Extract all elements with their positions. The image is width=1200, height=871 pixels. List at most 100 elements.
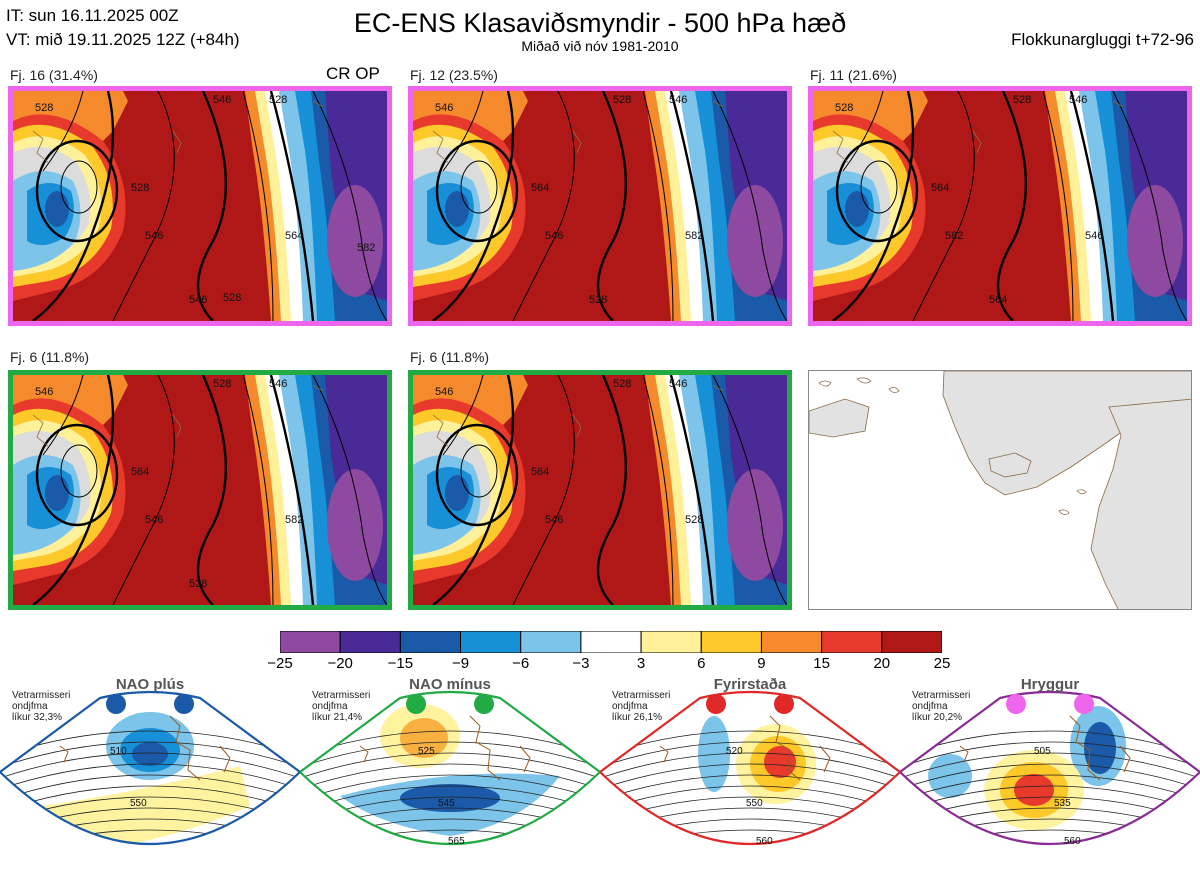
regime-contour-label: 550 — [130, 798, 147, 809]
colorbar-swatch — [881, 630, 943, 654]
regime-contour-label: 560 — [1064, 836, 1081, 847]
contour-label: 528 — [269, 94, 287, 106]
colorbar-swatch — [279, 630, 341, 654]
colorbar-swatch — [821, 630, 883, 654]
regime-contour-label: 545 — [438, 798, 455, 809]
regime-frame — [600, 690, 900, 846]
control-operational-tag: CR OP — [326, 64, 380, 83]
contour-label: 546 — [145, 230, 163, 242]
colorbar-tick-label: −20 — [327, 655, 353, 672]
colorbar-tick-label: 20 — [873, 655, 891, 672]
regime-info: Vetrarmisseri ondjfma líkur 20,2% — [912, 690, 971, 723]
contour-label: 564 — [931, 182, 949, 194]
cluster-map-4: 546 528 546 564 546 582 528 — [8, 370, 392, 610]
regime-info: Vetrarmisseri ondjfma líkur 26,1% — [612, 690, 671, 723]
contour-label: 528 — [835, 102, 853, 114]
regime-contour-label: 565 — [448, 836, 465, 847]
regime-map: 505 535 560 — [900, 690, 1200, 847]
contour-label: 528 — [589, 294, 607, 306]
cluster-map-3: 528 528 546 564 582 546 564 — [808, 86, 1192, 326]
regime-map: 520 550 560 — [600, 690, 900, 847]
colorbar-tick-label: 15 — [813, 655, 830, 672]
contour-label: 546 — [669, 378, 687, 390]
contour-label: 528 — [213, 378, 231, 390]
regime-contour-label: 535 — [1054, 798, 1071, 809]
contour-label: 546 — [35, 386, 53, 398]
regime-contour-label: 525 — [418, 746, 435, 757]
colorbar-swatch — [640, 630, 702, 654]
contour-label: 546 — [545, 514, 563, 526]
contour-label: 546 — [1085, 230, 1103, 242]
regime-blocking: 520 550 560 Fyrirstaða Vetrarmisseri ondjfma l… — [600, 676, 900, 871]
contour-label: 546 — [213, 94, 231, 106]
regime-dot-left — [106, 694, 126, 714]
regime-title: NAO plús — [115, 676, 185, 693]
colorbar-tick-label: −9 — [451, 655, 470, 672]
regime-title: Fyrirstaða — [713, 676, 787, 693]
contour-label: 582 — [685, 230, 703, 242]
contour-label: 528 — [35, 102, 53, 114]
east-landmass — [1090, 398, 1191, 609]
base-map — [808, 370, 1192, 610]
colorbar-tick-label: 6 — [697, 655, 706, 672]
colorbar-swatch — [700, 630, 762, 654]
regime-contour-label: 505 — [1034, 746, 1051, 757]
regime-frame — [0, 690, 300, 846]
contour-label: 546 — [545, 230, 563, 242]
contour-label: 546 — [669, 94, 687, 106]
contour-label: 564 — [131, 466, 149, 478]
regime-contour-label: 550 — [746, 798, 763, 809]
contour-label: 546 — [189, 294, 207, 306]
colorbar-tick-label: −25 — [267, 655, 293, 672]
contour-label: 582 — [945, 230, 963, 242]
regime-nao-plus: 510 550 NAO plús Vetrarmisseri ondjfma líkur … — [0, 676, 300, 871]
regime-map: 525 545 565 — [300, 690, 600, 847]
iceland-landmass — [988, 452, 1032, 478]
colorbar-tick-label: 9 — [757, 655, 766, 672]
climatology-subtitle: Miðað við nóv 1981-2010 — [521, 38, 679, 54]
regime-frame — [300, 690, 600, 846]
colorbar — [279, 630, 943, 654]
contour-label: 564 — [531, 182, 549, 194]
cluster-label-3: Fj. 11 (21.6%) — [810, 67, 897, 83]
classification-window: Flokkunargluggi t+72-96 — [1011, 30, 1194, 49]
page-title: EC-ENS Klasaviðsmyndir - 500 hPa hæð — [353, 8, 847, 38]
colorbar-tick-label: 3 — [636, 655, 646, 672]
contour-label: 528 — [223, 292, 241, 304]
contour-label: 546 — [435, 386, 453, 398]
cluster-map-1: 528 546 528 528 546 564 546 582 528 — [8, 86, 392, 326]
contour-label: 546 — [435, 102, 453, 114]
regime-nao-minus: 525 545 565 NAO mínus Vetrarmisseri ondjfma lí… — [300, 676, 600, 871]
cluster-label-5: Fj. 6 (11.8%) — [410, 349, 490, 365]
colorbar-tick-label: 25 — [933, 655, 951, 672]
colorbar-tick-label: −3 — [572, 655, 590, 672]
contour-label: 564 — [989, 294, 1007, 306]
colorbar-tick-label: −6 — [512, 655, 530, 672]
contour-label: 564 — [285, 230, 303, 242]
regime-ridge: 505 535 560 Hryggur Vetrarmisseri ondjfma líku… — [900, 676, 1200, 871]
contour-label: 582 — [357, 242, 375, 254]
regime-dot-right — [174, 694, 194, 714]
cluster-label-2: Fj. 12 (23.5%) — [410, 67, 498, 83]
colorbar-swatch — [339, 630, 401, 654]
regime-map: 510 550 — [0, 690, 300, 846]
regime-title: Hryggur — [1020, 676, 1080, 693]
colorbar-swatch — [580, 630, 642, 654]
cluster-map-5: 546 528 546 564 546 528 — [408, 370, 792, 610]
colorbar-swatch — [760, 630, 823, 654]
colorbar-swatch — [460, 630, 522, 654]
cluster-label-1: Fj. 16 (31.4%) — [10, 67, 98, 83]
cluster-label-4: Fj. 6 (11.8%) — [10, 349, 90, 365]
contour-label: 564 — [531, 466, 549, 478]
initial-time: IT: sun 16.11.2025 00Z — [6, 6, 179, 25]
regime-dot-left — [406, 694, 426, 714]
regime-frame — [900, 690, 1200, 846]
regime-contour-label: 520 — [726, 746, 743, 757]
west-islands — [809, 398, 870, 438]
regime-contour-label: 510 — [110, 746, 127, 757]
contour-label: 546 — [145, 514, 163, 526]
contour-label: 582 — [285, 514, 303, 526]
contour-label: 528 — [685, 514, 703, 526]
regime-contour-label: 560 — [756, 836, 773, 847]
regime-dot-right — [474, 694, 494, 714]
